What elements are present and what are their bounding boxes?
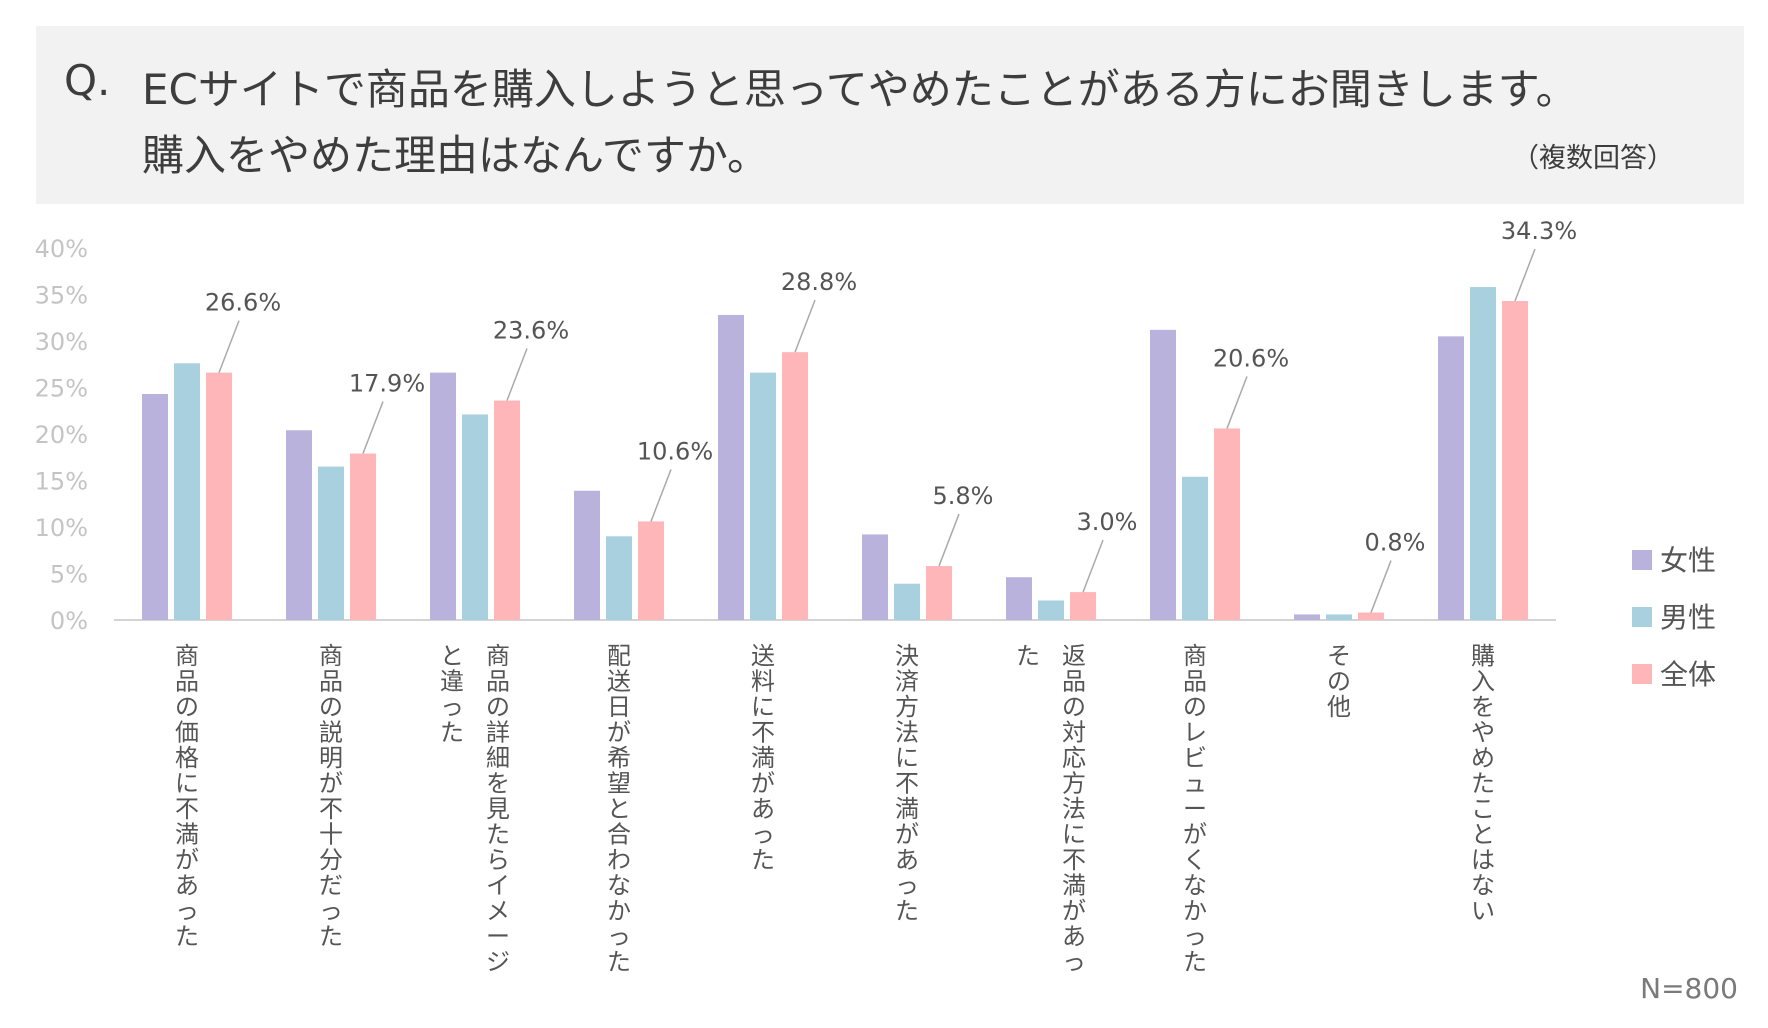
data-label: 10.6%: [637, 437, 713, 465]
bar: [206, 372, 232, 620]
bar: [1358, 612, 1384, 620]
y-tick-label: 15%: [35, 468, 88, 496]
bar: [430, 372, 456, 620]
bar: [494, 400, 520, 620]
bar: [1294, 614, 1320, 620]
leader-line: [362, 401, 384, 454]
category-label: 商品の説明が不十分だった: [319, 642, 343, 951]
y-tick-label: 25%: [35, 375, 88, 403]
legend-swatch: [1632, 550, 1652, 570]
category-label: 商品の価格に不満があった: [175, 642, 199, 951]
bar: [350, 453, 376, 620]
bar: [606, 536, 632, 620]
leader-line: [650, 469, 672, 522]
bar: [574, 490, 600, 620]
bar: [142, 394, 168, 620]
y-tick-label: 10%: [35, 514, 88, 542]
y-tick-label: 5%: [50, 561, 88, 589]
leader-line: [938, 513, 960, 567]
legend-swatch: [1632, 664, 1652, 684]
leader-line: [1514, 248, 1536, 302]
leader-line: [1082, 539, 1104, 593]
data-label: 17.9%: [349, 370, 425, 398]
data-label: 20.6%: [1213, 344, 1289, 372]
y-tick-label: 0%: [50, 607, 88, 635]
y-tick-label: 40%: [35, 235, 88, 263]
question-box: Q. ECサイトで商品を購入しようと思ってやめたことがある方にお聞きします。 購…: [36, 26, 1744, 204]
category-label: 商品の詳細を見たらイメージと違った: [440, 642, 510, 976]
bar: [926, 566, 952, 620]
bar: [894, 583, 920, 620]
bar: [1006, 577, 1032, 620]
y-tick-label: 35%: [35, 282, 88, 310]
bar: [1438, 336, 1464, 620]
bar: [462, 414, 488, 620]
y-tick-label: 20%: [35, 421, 88, 449]
data-label: 0.8%: [1365, 529, 1426, 557]
bar: [1070, 592, 1096, 620]
sample-size-label: N=800: [1640, 972, 1738, 1005]
bar: [638, 521, 664, 620]
bar: [1326, 614, 1352, 620]
leader-line: [218, 320, 240, 373]
bar: [318, 466, 344, 620]
bar: [174, 363, 200, 620]
leader-line: [1226, 376, 1248, 429]
bar: [1214, 428, 1240, 620]
category-label: その他: [1327, 642, 1351, 721]
data-label: 26.6%: [205, 289, 281, 317]
data-label: 23.6%: [493, 317, 569, 345]
bar: [1038, 600, 1064, 620]
category-label: 配送日が希望と合わなかった: [607, 642, 631, 976]
leader-line: [794, 299, 816, 353]
y-tick-label: 30%: [35, 328, 88, 356]
bar: [782, 352, 808, 620]
category-label: 返品の対応方法に不満があった: [1016, 642, 1086, 976]
legend-label: 全体: [1660, 658, 1716, 691]
category-label: 送料に不満があった: [751, 642, 775, 874]
category-label: 商品のレビューがくなかった: [1183, 642, 1207, 976]
leader-line: [506, 348, 528, 401]
bar: [1150, 329, 1176, 620]
legend-swatch: [1632, 607, 1652, 627]
bar: [1470, 287, 1496, 620]
leader-line: [1370, 560, 1392, 613]
multiple-answers-note: （複数回答）: [1512, 143, 1674, 174]
category-label: 購入をやめたことはない: [1471, 642, 1495, 925]
question-line-1: ECサイトで商品を購入しようと思ってやめたことがある方にお聞きします。: [142, 65, 1578, 114]
data-label: 3.0%: [1077, 508, 1138, 536]
question-line-2: 購入をやめた理由はなんですか。: [142, 131, 770, 180]
bar: [718, 314, 744, 620]
data-label: 5.8%: [933, 482, 994, 510]
bar: [1182, 476, 1208, 620]
bar: [1502, 301, 1528, 620]
legend-label: 女性: [1660, 544, 1716, 577]
data-label: 34.3%: [1501, 217, 1577, 245]
bar: [862, 534, 888, 620]
legend-label: 男性: [1660, 601, 1716, 634]
bar: [750, 372, 776, 620]
category-label: 決済方法に不満があった: [895, 642, 919, 925]
bar: [286, 430, 312, 620]
data-label: 28.8%: [781, 268, 857, 296]
question-prefix: Q.: [64, 56, 111, 105]
